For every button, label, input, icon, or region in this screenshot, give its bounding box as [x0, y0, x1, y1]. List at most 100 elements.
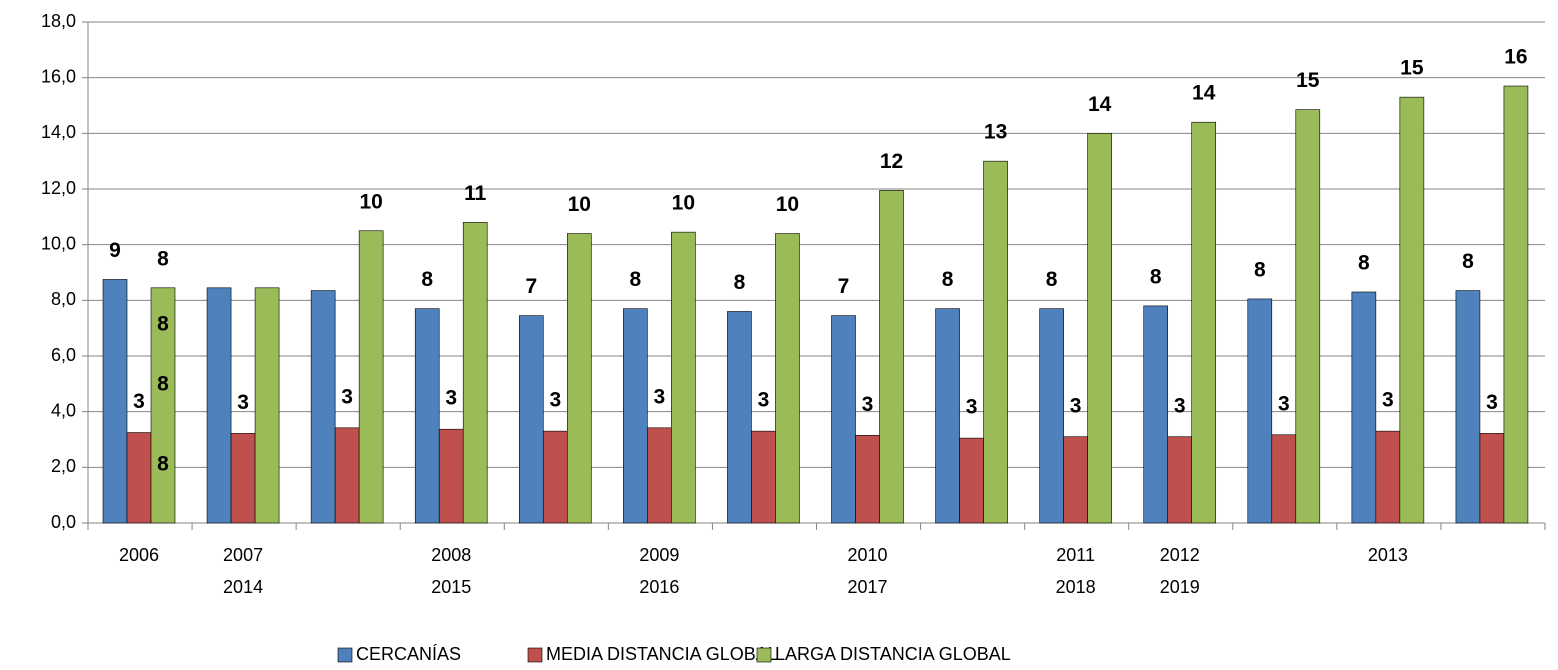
- bar: [1143, 305, 1169, 524]
- value-label: 13: [984, 121, 1007, 144]
- bar: [1191, 121, 1217, 524]
- bar: [1167, 436, 1193, 524]
- bar: [334, 427, 360, 524]
- bar: [1087, 133, 1112, 524]
- value-label: 7: [525, 275, 537, 298]
- bar: [959, 437, 984, 524]
- value-label: 7: [838, 275, 850, 298]
- bar: [230, 433, 256, 524]
- value-label: 10: [568, 193, 591, 216]
- value-label: 3: [1486, 391, 1498, 414]
- value-label: 8: [942, 268, 954, 291]
- legend-swatch: [756, 647, 772, 663]
- bar: [518, 315, 544, 524]
- bar: [1399, 96, 1425, 524]
- value-label: 3: [237, 391, 249, 414]
- bar: [831, 315, 856, 524]
- value-label: 10: [776, 193, 799, 216]
- bar: [462, 222, 488, 524]
- bar: [1247, 298, 1273, 524]
- bar: [647, 427, 672, 524]
- bar: [1503, 85, 1529, 524]
- legend-label: MEDIA DISTANCIA GLOBAL: [546, 644, 778, 664]
- value-label: 3: [1382, 389, 1394, 412]
- y-tick-label: 12,0: [41, 178, 76, 198]
- value-label: 3: [758, 389, 770, 412]
- bar: [623, 308, 648, 524]
- bar: [1063, 436, 1088, 524]
- x-tick-label: 2009: [639, 545, 679, 565]
- bar: [751, 430, 776, 524]
- bar: [358, 230, 384, 524]
- value-label: 8: [1046, 268, 1058, 291]
- y-tick-label: 16,0: [41, 66, 76, 86]
- x-tick-label: 2017: [847, 577, 887, 597]
- bar: [1039, 308, 1064, 524]
- bar: [126, 432, 152, 524]
- value-label: 15: [1400, 57, 1424, 80]
- value-label: 15: [1296, 69, 1320, 92]
- value-label: 9: [109, 239, 121, 262]
- legend-label: LARGA DISTANCIA GLOBAL: [775, 644, 1011, 664]
- bar: [310, 290, 336, 524]
- bar: [879, 190, 904, 524]
- value-label: 3: [1278, 392, 1290, 415]
- bar: [414, 308, 440, 524]
- value-label: 8: [157, 247, 169, 270]
- value-label: 3: [862, 393, 874, 416]
- value-label: 8: [630, 268, 642, 291]
- value-label: 14: [1088, 93, 1112, 116]
- bar: [542, 430, 568, 524]
- x-tick-label: 2008: [431, 545, 471, 565]
- bar: [727, 311, 752, 524]
- value-label: 8: [1150, 265, 1162, 288]
- x-tick-label: 2014: [223, 577, 263, 597]
- x-tick-label: 2018: [1056, 577, 1096, 597]
- value-label: 3: [133, 390, 145, 413]
- legend-swatch: [527, 647, 543, 663]
- bar: [775, 233, 800, 524]
- value-label: 14: [1192, 82, 1216, 105]
- value-label: 8: [421, 268, 433, 291]
- value-label: 8: [1358, 252, 1370, 275]
- x-tick-label: 2013: [1368, 545, 1408, 565]
- y-tick-label: 10,0: [41, 233, 76, 253]
- x-tick-label: 2015: [431, 577, 471, 597]
- value-label: 8: [734, 271, 746, 294]
- bar: [1479, 433, 1505, 524]
- value-label: 11: [464, 182, 487, 205]
- x-tick-label: 2019: [1160, 577, 1200, 597]
- y-tick-label: 0,0: [51, 512, 76, 532]
- y-tick-label: 4,0: [51, 400, 76, 420]
- bar: [1271, 434, 1297, 524]
- value-label: 3: [1070, 394, 1082, 417]
- value-label: 3: [341, 385, 353, 408]
- x-tick-label: 2011: [1056, 545, 1095, 565]
- bar: [150, 287, 176, 524]
- value-label: 12: [880, 150, 903, 173]
- bar: [206, 287, 232, 524]
- annotation: 8: [157, 313, 169, 336]
- annotation: 8: [157, 453, 169, 476]
- bar: [1351, 291, 1377, 524]
- value-label: 16: [1504, 46, 1527, 69]
- bar: [983, 160, 1008, 524]
- x-tick-label: 2007: [223, 545, 263, 565]
- value-label: 3: [549, 389, 561, 412]
- bar: [671, 231, 696, 524]
- value-label: 10: [359, 190, 382, 213]
- bar: [855, 435, 880, 524]
- y-tick-label: 18,0: [41, 11, 76, 31]
- annotation: 8: [157, 373, 169, 396]
- value-label: 8: [1462, 250, 1474, 273]
- y-tick-label: 6,0: [51, 345, 76, 365]
- value-label: 3: [1174, 394, 1186, 417]
- y-tick-label: 14,0: [41, 122, 76, 142]
- x-tick-label: 2016: [639, 577, 679, 597]
- bar: [935, 308, 960, 524]
- y-tick-label: 8,0: [51, 289, 76, 309]
- bar: [102, 279, 128, 524]
- bar: [566, 233, 592, 524]
- value-label: 3: [445, 387, 457, 410]
